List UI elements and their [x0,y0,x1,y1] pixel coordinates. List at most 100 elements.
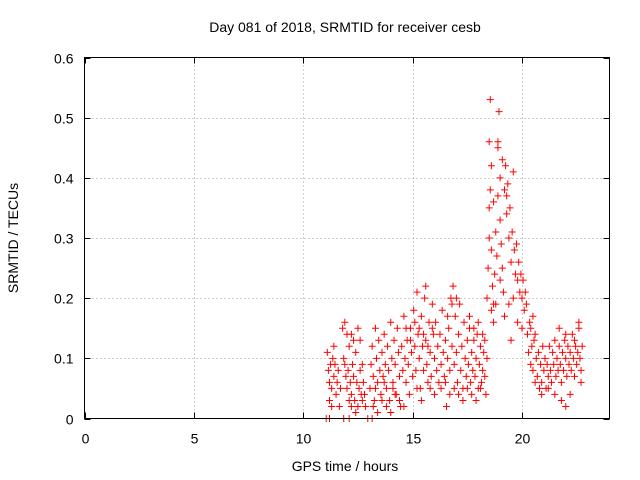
data-point [385,366,393,374]
data-point [452,294,460,302]
data-point [374,408,382,416]
data-point [491,270,499,278]
data-point [361,390,368,398]
data-point [567,366,575,374]
data-point [455,330,463,338]
data-point [527,324,535,332]
data-point [413,384,421,392]
data-point [507,258,515,266]
data-point [490,318,498,326]
data-point [328,384,336,392]
data-point [501,312,508,320]
data-point [521,288,529,296]
data-point [389,384,397,392]
data-point [371,384,379,392]
data-point [518,324,526,332]
data-point [552,372,560,380]
data-point [446,390,454,398]
data-point [412,366,420,374]
data-point [474,318,482,326]
data-point [513,240,521,248]
data-point [427,372,435,380]
data-point [356,366,364,374]
data-point [438,306,446,314]
data-point [374,378,382,386]
data-point [444,354,452,362]
data-point [571,336,578,344]
data-point [383,342,391,350]
data-point [420,330,428,338]
data-point [428,324,436,332]
data-point [538,390,546,398]
data-point [475,360,483,368]
data-point [466,312,473,320]
data-point [550,360,558,368]
data-point [458,342,466,350]
data-point [326,396,333,404]
data-point [376,366,384,374]
data-point [399,366,407,374]
data-point [549,348,557,356]
data-point [523,330,531,338]
data-point [441,336,449,344]
data-point [496,174,504,182]
data-point [463,336,471,344]
x-tick-label: 10 [296,431,312,447]
data-point [386,396,394,404]
data-point [543,360,551,368]
data-point [492,300,500,308]
data-point [433,366,441,374]
data-point [347,330,355,338]
data-point [577,366,585,374]
data-point [347,390,355,398]
data-point [362,402,370,410]
data-point [339,324,347,332]
data-point [333,378,341,386]
data-point [358,360,366,368]
y-tick-label: 0.5 [54,111,74,127]
data-point [560,366,568,374]
data-point [551,336,559,344]
data-point [415,324,423,332]
data-point [576,354,584,362]
data-point [367,360,375,368]
data-point [432,318,440,326]
data-point [509,294,517,302]
data-point [457,366,465,374]
data-point [388,354,396,362]
data-point [387,318,395,326]
data-point [568,330,576,338]
data-point [434,342,442,350]
data-point [329,354,337,362]
data-point [444,312,452,320]
data-point [494,192,502,200]
data-point [406,336,414,344]
x-axis-label: GPS time / hours [292,458,399,474]
data-point [487,306,495,314]
y-tick-label: 0.4 [54,171,74,187]
data-point [456,300,464,308]
data-point [485,234,493,242]
data-point [352,408,360,416]
data-point [436,330,444,338]
data-point [449,282,457,290]
data-point [515,258,523,266]
data-point [441,378,449,386]
data-point [420,366,428,374]
data-point [336,384,344,392]
data-point [425,318,433,326]
data-point [382,402,390,410]
data-point [510,246,518,254]
data-point [345,396,353,404]
data-point [485,138,493,146]
data-point [369,402,377,410]
data-point [422,282,430,290]
data-point [517,270,525,278]
data-point [404,360,412,368]
data-point [437,360,445,368]
data-point [562,402,570,410]
data-point [505,300,513,308]
data-point [571,372,578,380]
data-point [345,342,353,350]
